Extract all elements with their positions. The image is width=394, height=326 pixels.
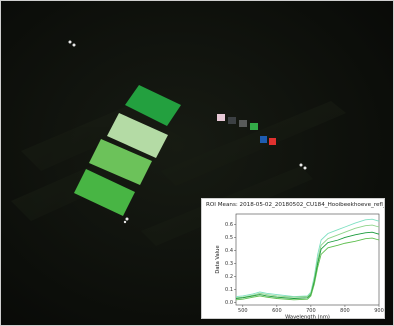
color-swatch [269,138,276,145]
green-panel-4 [74,169,135,216]
x-tick-label: 600 [272,308,282,314]
plot-area [235,213,380,306]
spectrum-line-4 [235,237,380,301]
y-tick-label: 0.2 [225,274,233,280]
y-axis-label: Data Value [215,245,221,273]
x-axis-label: Wavelength (nm) [285,315,330,321]
color-swatch [239,120,247,127]
x-tick-label: 500 [238,308,248,314]
color-calibration-chart [217,114,276,145]
x-tick-label: 900 [374,308,384,314]
y-tick-label: 0.1 [225,287,233,293]
color-swatch [217,114,225,121]
ground-marker [72,43,76,47]
y-tick-label: 0.0 [225,300,233,306]
ground-marker [68,40,72,44]
green-panel-2 [107,113,168,158]
spectrum-line-2 [235,224,380,299]
ground-marker [299,163,303,167]
field-strip [161,101,346,186]
field-strip [21,96,176,171]
color-swatch [260,136,267,143]
ground-markers [68,40,307,224]
y-tick-label: 0.5 [225,235,233,241]
ground-marker [123,220,127,224]
color-swatch [250,123,258,130]
y-tick-label: 0.6 [225,222,233,228]
spectrum-line-3 [235,231,380,299]
ground-marker [303,166,307,170]
green-panel-3 [89,139,152,185]
y-tick-label: 0.3 [225,261,233,267]
color-swatch [228,117,236,124]
spectral-line-chart: 500 600 700 800 900 0.0 0.1 0.2 0.3 0.4 0.5 0.6 Wave… [215,213,384,321]
ground-marker [125,217,129,221]
y-tick-label: 0.4 [225,248,233,254]
roi-means-plot-window: ROI Means: 2018-05-02_20180502_CU184_Hoo… [201,198,385,321]
x-tick-label: 800 [340,308,350,314]
x-tick-label: 700 [306,308,316,314]
plot-title: ROI Means: 2018-05-02_20180502_CU184_Hoo… [206,202,384,208]
green-panel-1 [125,85,181,126]
